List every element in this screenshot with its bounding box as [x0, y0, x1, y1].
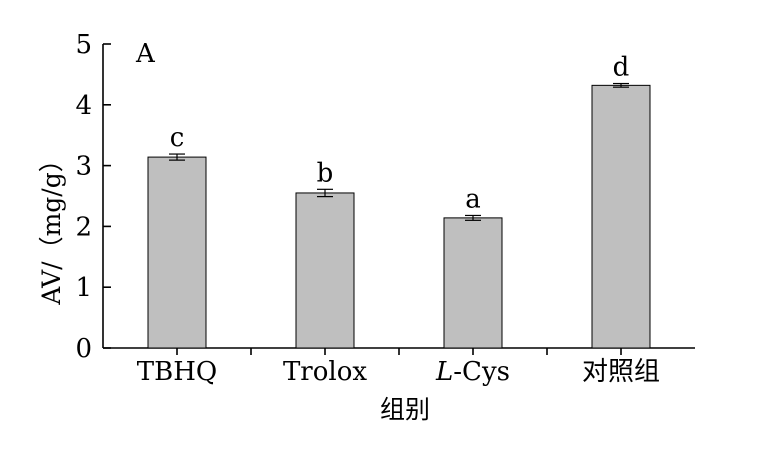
y-tick-label: 1: [75, 273, 92, 303]
x-tick-label: L-Cys: [435, 357, 510, 387]
significance-label: a: [465, 184, 481, 214]
panel-label: A: [135, 39, 156, 69]
significance-label: c: [170, 123, 185, 153]
y-ticks: 0 1 2 3 4 5: [75, 30, 111, 364]
error-bar: [317, 188, 333, 198]
x-axis-label: 组别: [380, 395, 430, 424]
significance-label: d: [613, 53, 630, 83]
bar: [443, 217, 503, 349]
significance-label: b: [317, 158, 334, 188]
y-tick-label: 4: [75, 91, 92, 121]
x-tick-label: TBHQ: [137, 357, 217, 387]
bar: [295, 192, 355, 349]
x-tick-label: Trolox: [283, 357, 367, 387]
y-tick-label: 5: [75, 30, 92, 60]
bar: [147, 156, 207, 349]
bar: [591, 84, 651, 349]
error-bar: [613, 82, 629, 88]
y-axis-label: AV/（mg/g）: [37, 147, 66, 305]
bars: c b a d: [147, 53, 651, 349]
y-tick-label: 0: [75, 334, 92, 364]
y-tick-label: 2: [75, 212, 92, 242]
x-tick-label: 对照组: [582, 357, 660, 387]
y-tick-label: 3: [75, 152, 92, 182]
error-bar: [465, 214, 481, 221]
error-bar: [169, 153, 185, 161]
x-tick-labels: TBHQ Trolox L-Cys 对照组: [137, 348, 660, 387]
